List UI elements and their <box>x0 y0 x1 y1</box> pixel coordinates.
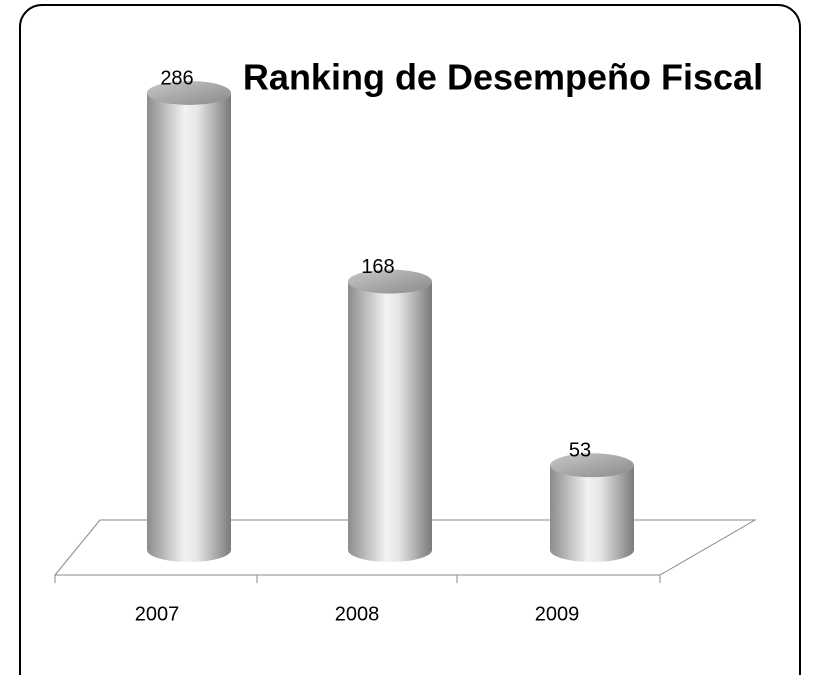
cylinder-top <box>550 453 634 478</box>
axis-ticks <box>54 575 661 583</box>
cylinder-body <box>550 465 634 562</box>
x-tick-label: 2008 <box>335 603 380 625</box>
value-label: 286 <box>160 67 193 89</box>
value-label: 168 <box>361 256 394 278</box>
cylinder <box>550 453 634 562</box>
value-label: 53 <box>569 440 591 462</box>
cylinder-top <box>348 269 432 294</box>
cylinder-body <box>348 281 432 562</box>
x-tick-label: 2009 <box>535 603 580 625</box>
x-tick-label: 2007 <box>135 603 180 625</box>
cylinder-top <box>147 80 231 105</box>
cylinder <box>348 269 432 562</box>
cylinder <box>147 80 231 563</box>
cylinder-body <box>147 92 231 563</box>
chart-title: Ranking de Desempeño Fiscal <box>243 57 763 98</box>
